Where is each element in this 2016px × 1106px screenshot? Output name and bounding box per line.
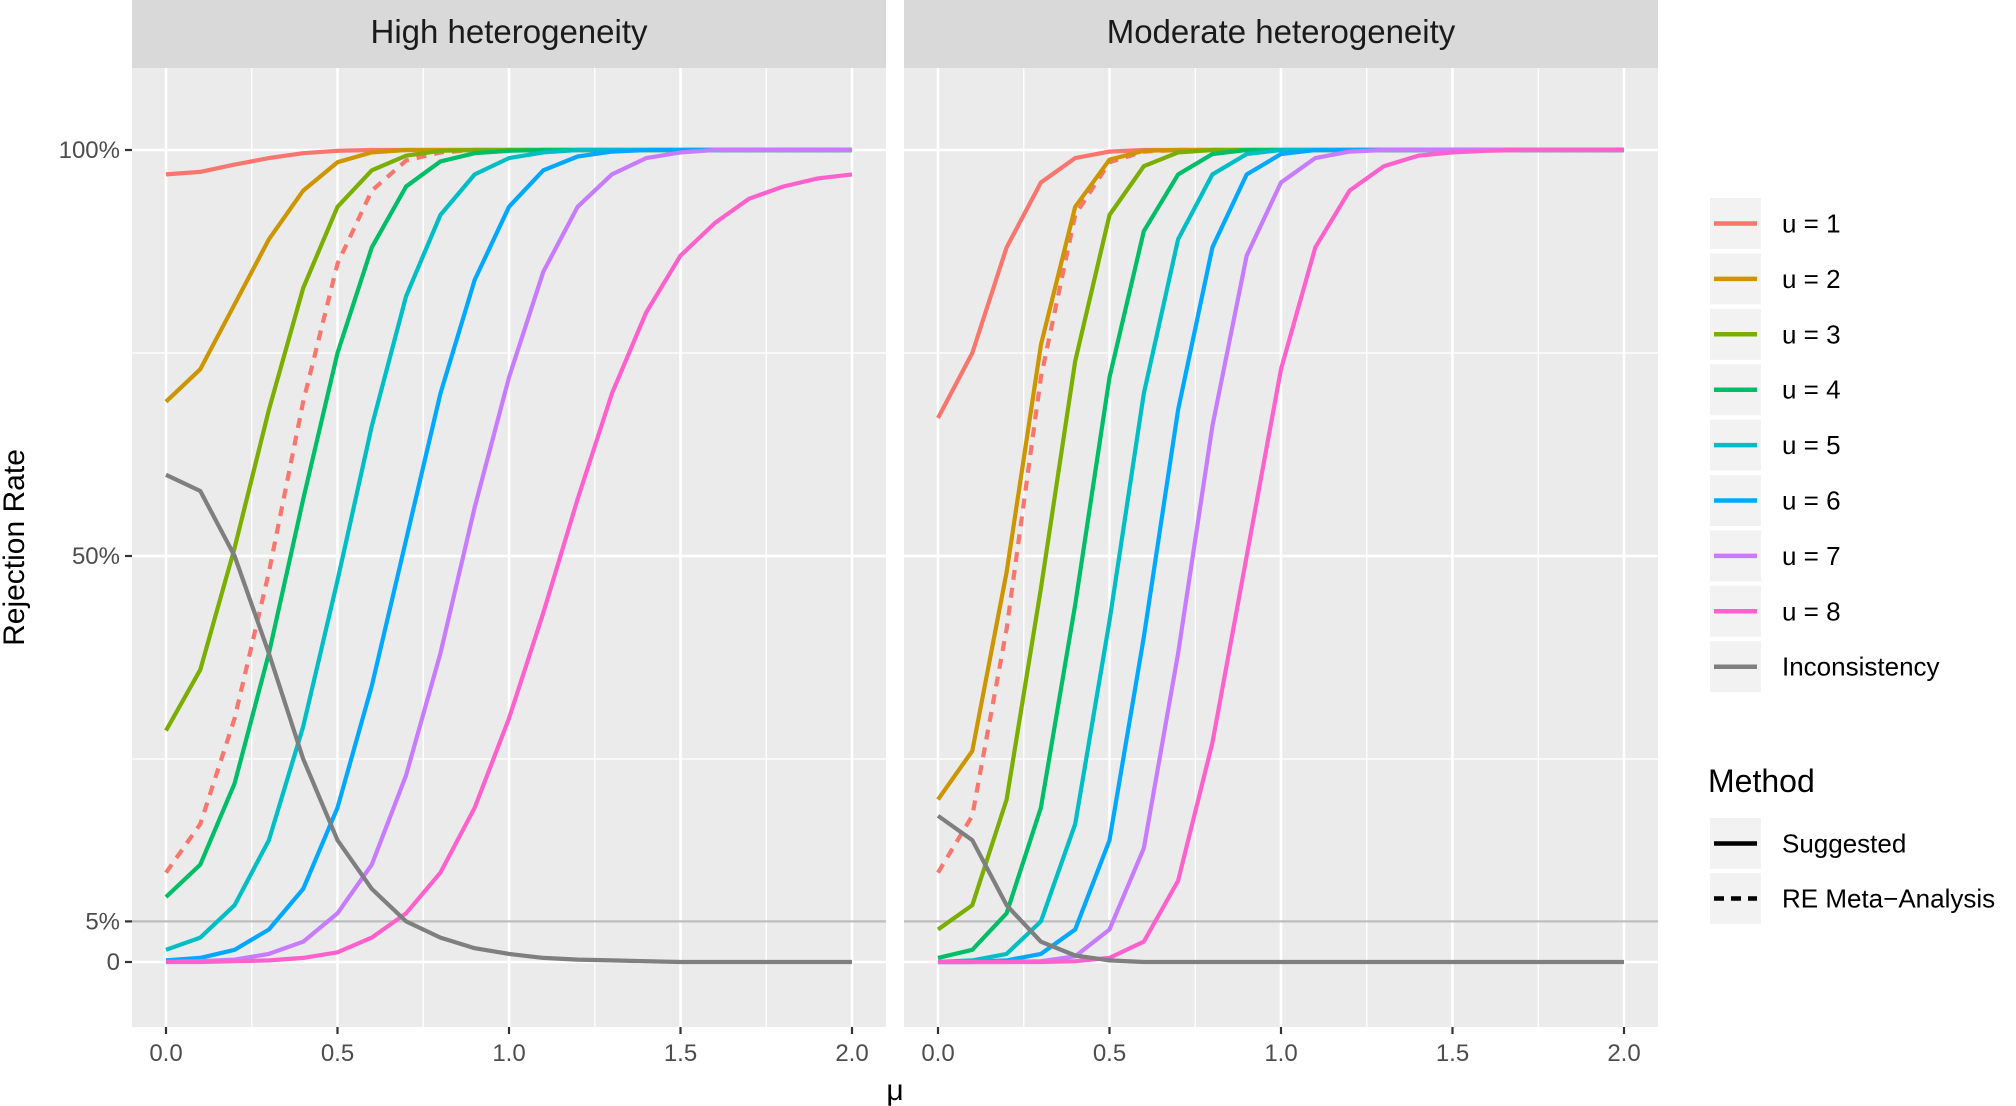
panel-1: High heterogeneity 0.0 0.5 1.0 1.5 2.0 [132,0,886,1067]
legend: u = 1 u = 2 u = 3 u = 4 u = 5 u = 6 u = 7 u = 8… [1708,198,1995,924]
x-tick-label: 0.0 [149,1040,182,1067]
x-tick-label: 1.5 [1436,1040,1469,1067]
x-tick-label: 0.0 [921,1040,954,1067]
x-tick-label: 2.0 [1607,1040,1640,1067]
facet-title: High heterogeneity [370,13,648,50]
legend-label: u = 1 [1782,209,1841,239]
legend-label: Suggested [1782,829,1906,859]
series-u-7 [165,147,852,965]
legend-label: u = 4 [1782,375,1841,405]
series-inconsistency [165,472,852,965]
y-tick-label: 100% [59,137,120,164]
panel-2: Moderate heterogeneity 0.0 0.5 1.0 1.5 2.0 [904,0,1658,1067]
x-tick-label: 0.5 [1093,1040,1126,1067]
legend-label: u = 6 [1782,486,1841,516]
legend-label: RE Meta−Analysis [1782,884,1995,914]
y-tick-label: 50% [72,543,120,570]
legend-label: u = 2 [1782,264,1841,294]
x-tick-label: 1.0 [492,1040,525,1067]
legend-label: u = 5 [1782,430,1841,460]
x-tick-label: 1.0 [1264,1040,1297,1067]
legend-label: u = 7 [1782,541,1841,571]
series-inconsistency [936,814,1624,965]
y-axis-title: Rejection Rate [0,449,31,646]
x-axis-title: μ [886,1074,903,1106]
facet-title: Moderate heterogeneity [1107,13,1456,50]
x-tick-label: 2.0 [835,1040,868,1067]
y-tick-label: 5% [85,908,120,935]
facet-strip [132,0,886,68]
legend-label: u = 8 [1782,596,1841,626]
legend-label: u = 3 [1782,319,1841,349]
legend-method-title: Method [1708,763,1815,799]
x-tick-label: 1.5 [664,1040,697,1067]
series-u-8 [938,147,1624,965]
facet-strip [904,0,1658,68]
legend-label: Inconsistency [1782,652,1940,682]
series-u-8 [166,172,853,965]
y-tick-label: 0 [107,949,120,976]
x-tick-label: 0.5 [321,1040,354,1067]
